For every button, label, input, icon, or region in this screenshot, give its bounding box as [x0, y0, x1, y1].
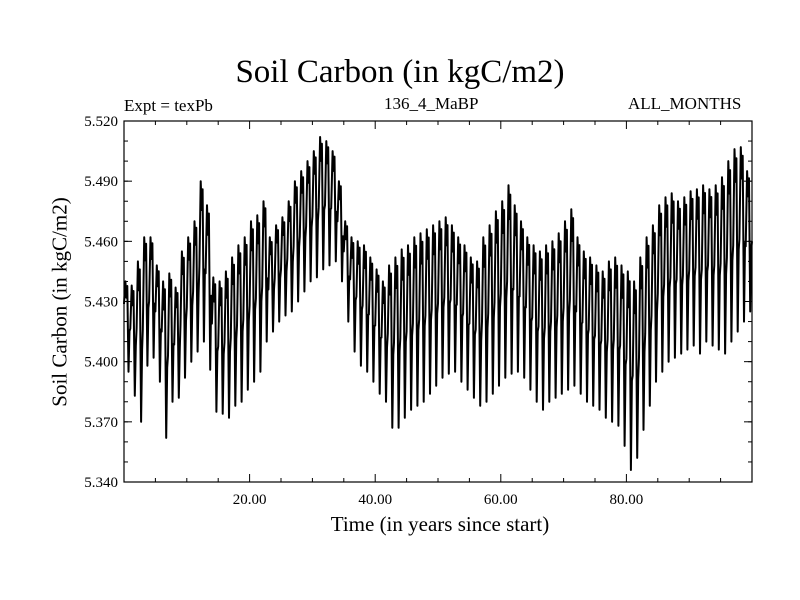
x-tick-label: 80.00 [610, 492, 644, 508]
y-tick-label: 5.490 [84, 174, 118, 190]
x-axis-label: Time (in years since start) [330, 512, 550, 536]
experiment-label: Expt = texPb [124, 96, 213, 115]
series-layer [123, 136, 753, 471]
y-tick-label: 5.520 [84, 114, 118, 130]
plot-frame [123, 120, 753, 483]
chart-title: Soil Carbon (in kgC/m2) [235, 54, 565, 90]
y-tick-label: 5.460 [84, 234, 118, 250]
x-tick-label: 40.00 [358, 492, 392, 508]
y-tick-label: 5.400 [84, 355, 118, 371]
y-tick-label: 5.430 [84, 295, 118, 311]
tick-labels: 5.340 5.370 5.400 5.430 5.460 5.490 5.520 20.00… [84, 114, 643, 508]
y-tick-label: 5.370 [84, 415, 118, 431]
period-label: ALL_MONTHS [628, 94, 742, 113]
x-tick-label: 60.00 [484, 492, 518, 508]
y-tick-label: 5.340 [84, 475, 118, 491]
x-tick-label: 20.00 [233, 492, 267, 508]
run-label: 136_4_MaBP [384, 94, 479, 113]
series-line [123, 136, 753, 471]
